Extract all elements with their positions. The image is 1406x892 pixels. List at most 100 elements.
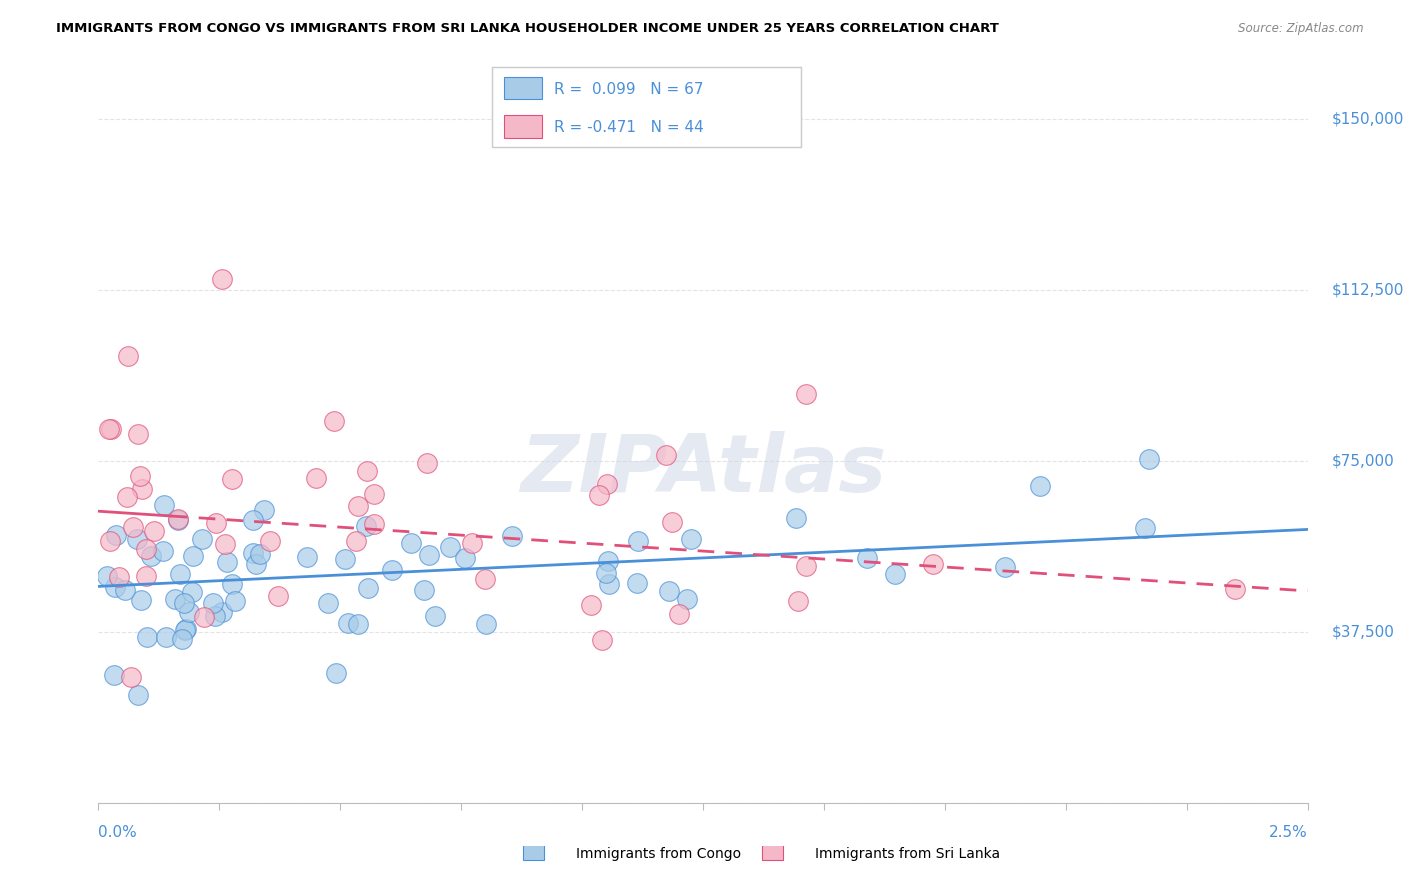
Point — [127, 688, 149, 702]
Point — [333, 552, 356, 566]
Point — [127, 427, 149, 442]
Point — [245, 558, 267, 572]
Point — [676, 591, 699, 606]
Point — [174, 622, 197, 636]
Bar — [762, 838, 783, 860]
Point — [97, 422, 120, 436]
Point — [242, 513, 264, 527]
Point — [626, 575, 648, 590]
Point — [125, 532, 148, 546]
Point — [242, 546, 264, 560]
Point — [344, 534, 367, 549]
Text: Source: ZipAtlas.com: Source: ZipAtlas.com — [1239, 22, 1364, 36]
Text: R = -0.471   N = 44: R = -0.471 N = 44 — [554, 120, 704, 135]
Point — [170, 632, 193, 647]
Point — [173, 596, 195, 610]
Point — [117, 349, 139, 363]
Point — [1135, 521, 1157, 535]
Point — [322, 414, 344, 428]
Point — [136, 630, 159, 644]
Text: $112,500: $112,500 — [1331, 283, 1405, 298]
Point — [120, 670, 142, 684]
Bar — [505, 77, 541, 99]
Point — [253, 503, 276, 517]
Point — [316, 596, 339, 610]
Point — [153, 498, 176, 512]
Point — [166, 512, 188, 526]
Point — [221, 472, 243, 486]
Point — [204, 609, 226, 624]
Point — [135, 569, 157, 583]
Point — [104, 528, 127, 542]
Point — [347, 499, 370, 513]
Point — [474, 617, 496, 632]
Point — [100, 422, 122, 436]
Bar — [505, 115, 541, 137]
Point — [655, 448, 678, 462]
Point — [169, 567, 191, 582]
Point — [1137, 451, 1160, 466]
Point — [681, 532, 703, 546]
Text: IMMIGRANTS FROM CONGO VS IMMIGRANTS FROM SRI LANKA HOUSEHOLDER INCOME UNDER 25 Y: IMMIGRANTS FROM CONGO VS IMMIGRANTS FROM… — [56, 22, 1000, 36]
Point — [454, 550, 477, 565]
Point — [180, 585, 202, 599]
Point — [356, 464, 378, 478]
Point — [224, 594, 246, 608]
Text: Immigrants from Sri Lanka: Immigrants from Sri Lanka — [815, 847, 1001, 861]
Point — [143, 524, 166, 539]
Point — [174, 623, 197, 637]
Point — [363, 516, 385, 531]
Point — [183, 549, 205, 563]
Point — [1029, 479, 1052, 493]
Point — [131, 482, 153, 496]
Text: 2.5%: 2.5% — [1268, 825, 1308, 840]
Point — [202, 597, 225, 611]
Point — [215, 555, 238, 569]
Point — [179, 606, 201, 620]
Point — [108, 570, 131, 584]
Point — [381, 563, 404, 577]
Point — [661, 516, 683, 530]
Point — [596, 554, 619, 568]
Text: ZIPAtlas: ZIPAtlas — [520, 431, 886, 508]
Point — [305, 470, 328, 484]
Point — [994, 560, 1017, 574]
Point — [346, 617, 368, 632]
Point — [205, 516, 228, 530]
Point — [139, 549, 162, 564]
Point — [596, 477, 619, 491]
Point — [461, 536, 484, 550]
Text: Immigrants from Congo: Immigrants from Congo — [576, 847, 741, 861]
Point — [626, 534, 648, 549]
Point — [135, 541, 157, 556]
Point — [165, 592, 187, 607]
Point — [214, 536, 236, 550]
Point — [413, 583, 436, 598]
Point — [658, 584, 681, 599]
Point — [474, 572, 496, 586]
Point — [598, 576, 620, 591]
Point — [591, 632, 613, 647]
Point — [356, 519, 378, 533]
Bar — [523, 838, 544, 860]
Text: 0.0%: 0.0% — [98, 825, 138, 840]
Point — [595, 566, 617, 581]
Point — [1223, 582, 1246, 596]
Point — [96, 568, 118, 582]
Point — [267, 589, 290, 603]
Point — [249, 547, 271, 561]
Point — [211, 605, 233, 619]
Point — [363, 486, 385, 500]
Point — [121, 520, 143, 534]
Point — [104, 581, 127, 595]
Point — [423, 608, 446, 623]
Point — [418, 548, 440, 562]
Point — [155, 631, 177, 645]
Point — [211, 272, 233, 286]
Point — [356, 581, 378, 595]
Point — [399, 536, 422, 550]
Point — [166, 513, 188, 527]
Text: $75,000: $75,000 — [1331, 454, 1395, 468]
Point — [115, 490, 138, 504]
Text: $37,500: $37,500 — [1331, 624, 1395, 640]
